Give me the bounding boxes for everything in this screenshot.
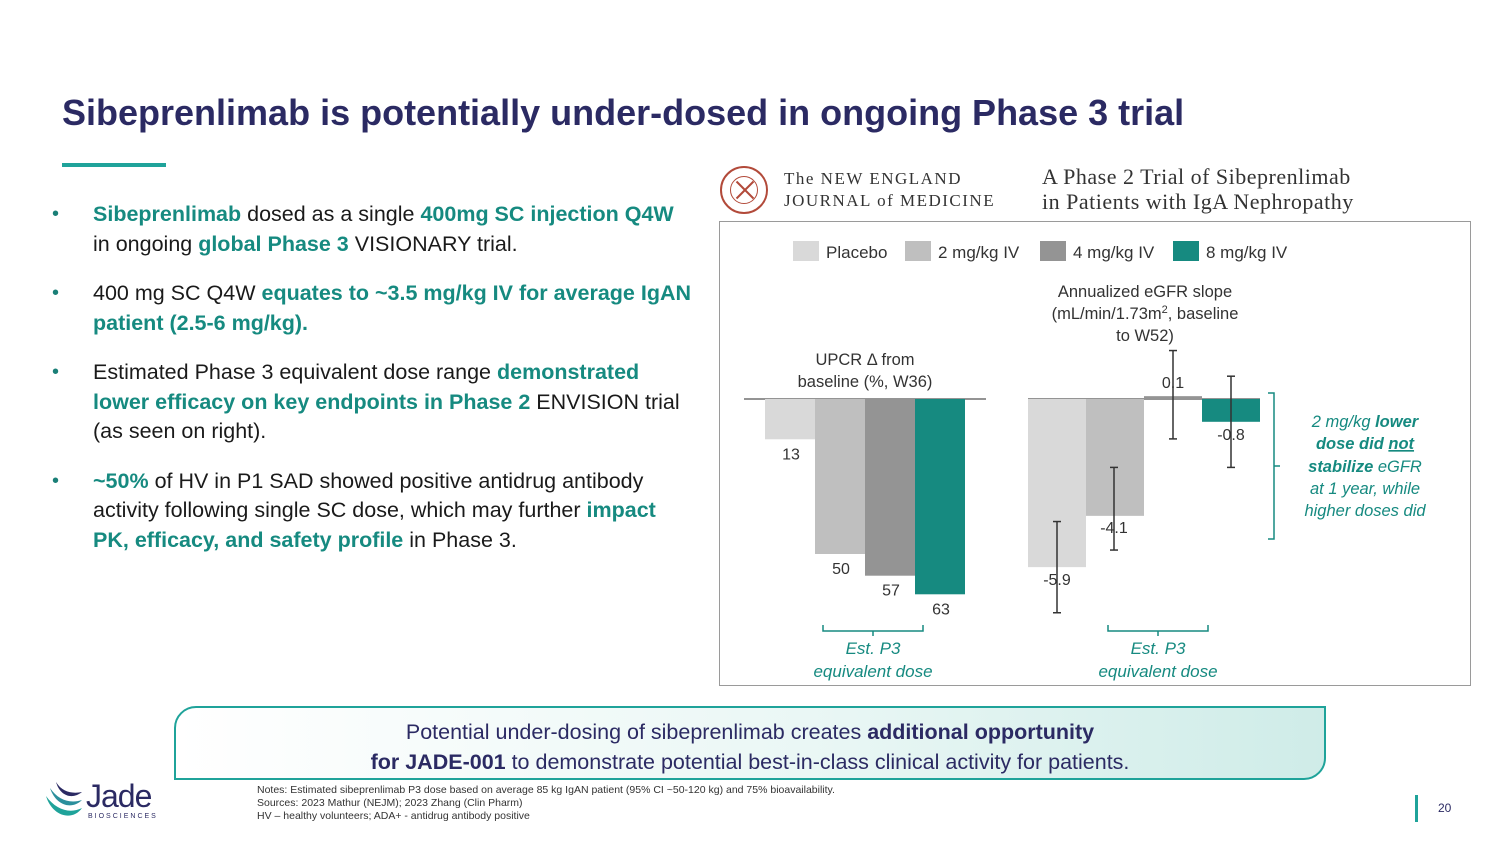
bullet-text: 400 mg SC Q4W [93, 281, 262, 305]
bullet-text: in ongoing [93, 231, 199, 256]
footnote-line: HV – healthy volunteers; ADA+ - antidrug… [257, 810, 530, 822]
legend-swatch [793, 241, 819, 261]
chart2-annotation-line: Est. P3 [1131, 639, 1186, 658]
footnotes: Notes: Estimated sibeprenlimab P3 dose b… [257, 784, 835, 823]
title-underline [62, 163, 166, 167]
chart1-title-line: baseline (%, W36) [798, 373, 933, 391]
company-logo: Jade BIOSCIENCES [42, 778, 172, 826]
legend-label: 4 mg/kg IV [1073, 243, 1155, 262]
chart1-value-label: 13 [782, 446, 800, 463]
bullet-dot: • [52, 282, 60, 304]
bullet-item: • Estimated Phase 3 equivalent dose range… [52, 358, 692, 447]
side-note-line: 2 mg/kg lower [1311, 413, 1420, 431]
bullet-dot: • [52, 469, 60, 492]
chart2-value-label: 0.1 [1162, 375, 1184, 392]
chart2-bracket [1107, 625, 1209, 636]
bar-charts: Placebo 2 mg/kg IV 4 mg/kg IV 8 mg/kg IV UPC… [744, 241, 1426, 681]
chart1-value-label: 63 [932, 601, 950, 618]
bullet-highlight: Sibeprenlimab [93, 202, 242, 226]
chart2-value-label: -5.9 [1043, 572, 1071, 589]
chart-panel: Placebo 2 mg/kg IV 4 mg/kg IV 8 mg/kg IV UPC… [719, 221, 1471, 686]
chart1-value-label: 57 [882, 583, 900, 600]
side-note-line: higher doses did [1304, 502, 1426, 520]
logo-subtitle: BIOSCIENCES [88, 813, 158, 820]
bullet-dot: • [52, 361, 60, 383]
legend-swatch [905, 241, 931, 261]
journal-name-line2: JOURNAL of MEDICINE [784, 191, 996, 210]
chart2-title-line: to W52) [1116, 327, 1174, 345]
chart1-bar [915, 399, 965, 595]
page-number: 20 [1438, 801, 1452, 815]
journal-name-line1: The NEW ENGLAND [784, 169, 962, 188]
bullet-item: • ~50% of HV in P1 SAD showed positive an… [52, 467, 692, 556]
page-title: Sibeprenlimab is potentially under-dosed… [62, 92, 1185, 133]
bullet-highlight: impact PK, efficacy, and safety profile [93, 498, 656, 552]
bullet-highlight: ~50% [93, 468, 149, 493]
footnote-line: Notes: Estimated sibeprenlimab P3 dose b… [257, 784, 835, 796]
bullet-text: VISIONARY trial. [348, 231, 518, 256]
bullet-text: dosed as a single [241, 202, 421, 226]
chart2-bar [1086, 399, 1144, 516]
callout-run: to demonstrate potential best-in-class c… [505, 750, 1130, 774]
chart2-annotation-line: equivalent dose [1098, 662, 1217, 681]
side-note-line: stabilize eGFR [1308, 458, 1422, 476]
legend-label: 8 mg/kg IV [1206, 243, 1288, 262]
bullet-list: • Sibeprenlimab dosed as a single 400mg S… [52, 200, 692, 575]
chart2-value-label: -0.8 [1217, 427, 1245, 444]
article-title: A Phase 2 Trial of Sibeprenlimab in Patie… [1042, 164, 1354, 214]
callout-run: for JADE-001 [370, 750, 506, 774]
logo-wordmark: Jade [86, 778, 152, 814]
journal-header: The NEW ENGLAND JOURNAL of MEDICINE A Pha… [720, 164, 1480, 218]
bullet-highlight: 400mg SC injection Q4W [420, 202, 674, 226]
bullet-highlight: global Phase 3 [198, 231, 349, 256]
chart1-annotation-line: Est. P3 [846, 639, 901, 658]
bullet-text: ENVISION trial (as seen on right). [93, 389, 680, 444]
bullet-highlight: demonstrated lower efficacy on key endpo… [93, 360, 640, 414]
callout-run: Potential under-dosing of sibeprenlimab … [405, 720, 868, 744]
page-number-bar [1415, 795, 1418, 822]
chart1-value-label: 50 [832, 561, 850, 578]
footnote-line: Sources: 2023 Mathur (NEJM); 2023 Zhang … [257, 797, 523, 809]
chart1-bar [765, 399, 815, 440]
bullet-item: • Sibeprenlimab dosed as a single 400mg S… [52, 200, 692, 259]
bullet-text: in Phase 3. [403, 527, 517, 552]
side-note-line: at 1 year, while [1310, 480, 1420, 498]
bullet-highlight: equates to ~3.5 mg/kg IV for average IgA… [93, 281, 692, 335]
jade-leaf-icon [46, 782, 82, 816]
journal-name: The NEW ENGLAND JOURNAL of MEDICINE [784, 168, 995, 212]
side-note-bracket [1268, 392, 1280, 540]
chart1-bar [865, 399, 915, 576]
bullet-text: Estimated Phase 3 equivalent dose range [93, 360, 497, 384]
callout-box: Potential under-dosing of sibeprenlimab … [174, 706, 1326, 780]
bullet-dot: • [52, 203, 60, 225]
chart2-value-label: -4.1 [1100, 520, 1128, 537]
bullet-text: of HV in P1 SAD showed positive antidrug… [93, 468, 644, 523]
chart1-bar [815, 399, 865, 554]
chart2-title-line: (mL/min/1.73m2, baseline [1052, 304, 1239, 323]
callout-text: Potential under-dosing of sibeprenlimab … [176, 708, 1324, 777]
legend-swatch [1173, 241, 1199, 261]
callout-run: additional opportunity [867, 720, 1095, 744]
nejm-seal-icon [720, 166, 768, 214]
chart1-bracket [822, 625, 924, 636]
side-note-line: dose did not [1316, 435, 1416, 453]
legend-label: Placebo [826, 243, 887, 262]
article-title-line2: in Patients with IgA Nephropathy [1042, 189, 1354, 214]
chart1-annotation-line: equivalent dose [813, 662, 932, 681]
bullet-item: • 400 mg SC Q4W equates to ~3.5 mg/kg IV … [52, 279, 692, 338]
article-title-line1: A Phase 2 Trial of Sibeprenlimab [1042, 164, 1351, 189]
chart2-title-line: Annualized eGFR slope [1058, 283, 1232, 301]
legend-swatch [1040, 241, 1066, 261]
chart1-title-line: UPCR Δ from [815, 351, 914, 369]
legend-label: 2 mg/kg IV [938, 243, 1020, 262]
